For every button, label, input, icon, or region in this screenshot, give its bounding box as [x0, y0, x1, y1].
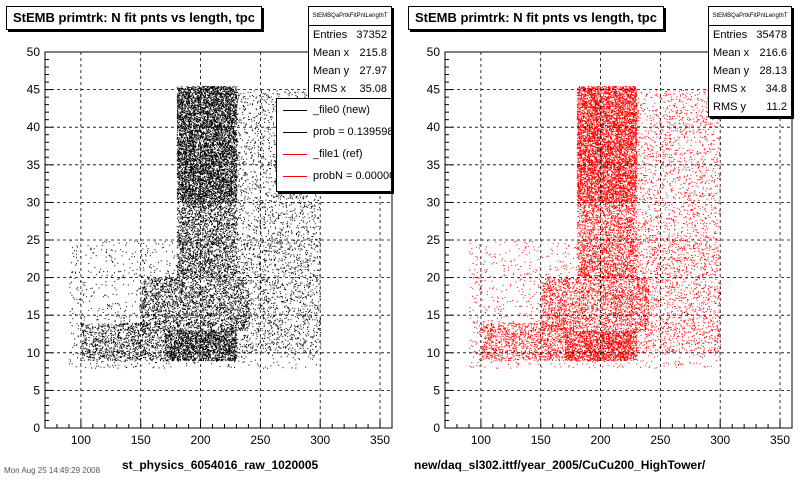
right-stats-row: RMS x 34.8 — [713, 83, 787, 95]
x-tick-label: 300 — [310, 433, 330, 447]
right-stats-row: Mean x 216.6 — [713, 47, 787, 59]
y-tick-label: 5 — [33, 383, 40, 397]
x-tick-label: 250 — [250, 433, 270, 447]
y-tick-label: 0 — [33, 421, 40, 435]
x-tick-label: 200 — [591, 433, 611, 447]
left-stats-row: Mean x 215.8 — [313, 47, 387, 59]
y-tick-label: 35 — [427, 158, 441, 172]
right-stats-row: Entries 35478 — [713, 29, 787, 41]
x-tick-label: 150 — [531, 433, 551, 447]
legend-line-black — [283, 109, 307, 111]
y-tick-label: 40 — [427, 120, 441, 134]
right-stats-box: StEMBQaPrtkFitPntLengthT Entries 35478 Me… — [708, 6, 792, 117]
x-tick-label: 100 — [471, 433, 491, 447]
left-stats-row: Entries 37352 — [313, 29, 387, 41]
legend-entry: probN = 0.000000 — [277, 165, 391, 187]
tick-labels: 100 150 200 250 300 350 0 5 10 15 20 25 30 35 40 45 50 — [27, 45, 391, 447]
scatter-points — [69, 85, 322, 369]
y-tick-label: 45 — [427, 83, 441, 97]
y-tick-label: 40 — [27, 120, 41, 134]
footer-timestamp: Mon Aug 25 14:49:29 2008 — [4, 466, 101, 475]
scatter-markers — [69, 85, 322, 369]
left-stats-name: StEMBQaPrtkFitPntLengthT — [309, 7, 391, 26]
right-plot-pad: 100 150 200 250 300 350 0 5 10 15 20 25 30 35 40 45 50 S… — [400, 0, 800, 480]
scatter-points — [469, 85, 722, 369]
y-tick-label: 50 — [27, 45, 41, 59]
left-stats-row: Mean y 27.97 — [313, 65, 387, 77]
y-tick-label: 50 — [427, 45, 441, 59]
left-stats-row: RMS x 35.08 — [313, 83, 387, 95]
right-stats-row: RMS y 11.2 — [713, 101, 787, 113]
minor-ticks — [444, 51, 793, 429]
x-tick-label: 200 — [191, 433, 211, 447]
left-legend: _file0 (new) prob = 0.139598 _file1 (ref… — [276, 98, 392, 192]
y-tick-label: 25 — [427, 233, 441, 247]
left-stats-box: StEMBQaPrtkFitPntLengthT Entries 37352 Me… — [308, 6, 392, 99]
y-tick-label: 25 — [27, 233, 41, 247]
right-stats-name: StEMBQaPrtkFitPntLengthT — [709, 7, 791, 26]
x-tick-label: 250 — [650, 433, 670, 447]
y-tick-label: 20 — [27, 271, 41, 285]
x-tick-label: 350 — [770, 433, 790, 447]
scatter-markers — [469, 85, 722, 369]
right-x-axis-title: new/daq_sl302.ittf/year_2005/CuCu200_Hig… — [414, 458, 706, 472]
legend-entry: _file1 (ref) — [277, 143, 391, 165]
x-tick-label: 100 — [71, 433, 91, 447]
y-tick-label: 15 — [27, 308, 41, 322]
y-tick-label: 10 — [27, 346, 41, 360]
x-tick-label: 150 — [131, 433, 151, 447]
right-stats-row: Mean y 28.13 — [713, 65, 787, 77]
left-scatter-plot: 100 150 200 250 300 350 0 5 10 15 20 25 30 35 40 45 50 — [27, 45, 393, 447]
y-tick-label: 45 — [27, 83, 41, 97]
y-tick-label: 15 — [427, 308, 441, 322]
y-tick-label: 20 — [427, 271, 441, 285]
legend-line-black — [283, 131, 307, 133]
y-tick-label: 5 — [433, 383, 440, 397]
minor-ticks — [44, 51, 393, 429]
tick-labels: 100 150 200 250 300 350 0 5 10 15 20 25 30 35 40 45 50 — [427, 45, 791, 447]
legend-line-red — [283, 175, 307, 177]
x-tick-label: 300 — [710, 433, 730, 447]
right-plot-title: StEMB primtrk: N fit pnts vs length, tpc — [408, 6, 664, 30]
x-tick-label: 350 — [370, 433, 390, 447]
legend-line-red — [283, 153, 307, 155]
legend-entry: prob = 0.139598 — [277, 121, 391, 143]
left-x-axis-title: st_physics_6054016_raw_1020005 — [122, 458, 319, 472]
left-plot-title: StEMB primtrk: N fit pnts vs length, tpc — [6, 6, 262, 30]
y-tick-label: 30 — [427, 195, 441, 209]
y-tick-label: 30 — [27, 195, 41, 209]
left-plot-pad: 100 150 200 250 300 350 0 5 10 15 20 25 30 35 40 45 50 S… — [6, 6, 393, 472]
y-tick-label: 35 — [27, 158, 41, 172]
y-tick-label: 10 — [427, 346, 441, 360]
y-tick-label: 0 — [433, 421, 440, 435]
legend-entry: _file0 (new) — [277, 99, 391, 121]
